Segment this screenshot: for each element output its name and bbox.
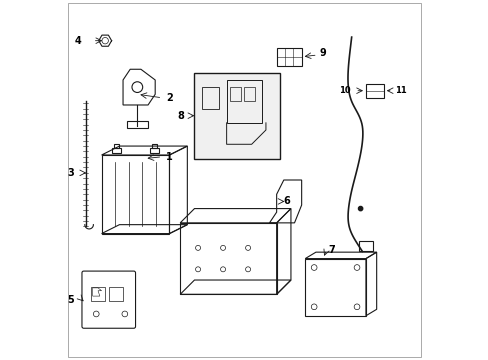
Bar [91, 287, 105, 301]
Bar [230, 87, 241, 102]
Bar [126, 121, 148, 128]
Text: 1: 1 [165, 152, 172, 162]
Text: 11: 11 [394, 86, 406, 95]
Text: 7: 7 [328, 245, 334, 255]
Bar [108, 287, 123, 301]
Text: 3: 3 [67, 168, 74, 178]
Text: 10: 10 [339, 86, 350, 95]
Bar [201, 87, 219, 109]
Bar [151, 144, 157, 148]
Bar [276, 48, 301, 66]
Text: 6: 6 [283, 197, 289, 206]
Bar [114, 144, 119, 148]
Bar [358, 241, 372, 251]
Text: 2: 2 [165, 93, 172, 103]
Text: 9: 9 [319, 48, 325, 58]
Bar [244, 87, 255, 102]
Bar [194, 73, 280, 158]
Bar [365, 84, 383, 98]
Text: 8: 8 [177, 111, 183, 121]
Text: 5: 5 [67, 295, 74, 305]
Circle shape [358, 206, 362, 211]
Bar [149, 148, 159, 153]
Text: 4: 4 [75, 36, 81, 46]
Bar [112, 148, 121, 153]
